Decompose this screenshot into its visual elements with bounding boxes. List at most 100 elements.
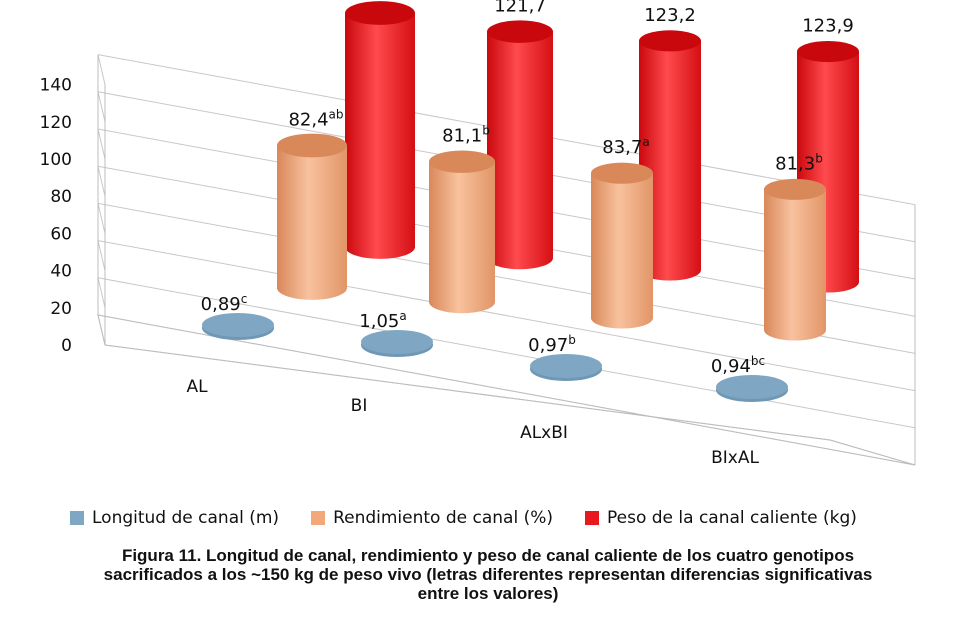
caption-line-3: entre los valores) [417, 584, 559, 603]
gridline-side-40 [97, 240, 106, 271]
data-label-longitud-0-sup: c [241, 292, 248, 306]
bar-rendimiento-1-body [429, 161, 495, 314]
caption-line-2: sacrificados a los ~150 kg de peso vivo … [103, 565, 873, 584]
bar-longitud-top-2 [530, 354, 602, 378]
bar-longitud-top-1 [361, 330, 433, 354]
bar-rendimiento-3-top [764, 178, 826, 200]
bar-peso-0 [345, 1, 415, 259]
data-label-longitud-3-sup: bc [751, 354, 765, 368]
gridline-back-40 [97, 240, 916, 392]
gridline-side-120 [97, 91, 106, 122]
data-label-longitud-2-value: 0,97 [528, 335, 568, 356]
bar-rendimiento-1-top [429, 150, 495, 173]
data-label-peso-3: 123,9 [802, 16, 854, 37]
bar-rendimiento-0-body [277, 145, 347, 300]
data-label-longitud-0: 0,89c [201, 292, 248, 315]
y-tick-label: 0 [61, 336, 72, 356]
bar-rendimiento-1 [429, 150, 495, 314]
gridline-side-60 [97, 203, 106, 234]
legend-label-rendimiento: Rendimiento de canal (%) [333, 508, 553, 528]
category-label-bi: BI [351, 396, 368, 416]
legend-swatch-rendimiento [311, 511, 326, 525]
bar-peso-1 [487, 20, 553, 270]
bar-rendimiento-2-body [591, 173, 653, 329]
data-label-longitud-3-value: 0,94 [711, 356, 751, 377]
legend-label-longitud: Longitud de canal (m) [92, 508, 280, 528]
legend-label-peso: Peso de la canal caliente (kg) [607, 508, 857, 528]
data-labels: 0,89c82,4ab125,81,05a81,1b121,70,97b83,7… [201, 0, 854, 377]
y-tick-label: 20 [50, 299, 72, 319]
data-label-rendimiento-2: 83,7a [602, 135, 649, 158]
front-floor-edge [104, 344, 831, 441]
bar-peso-2 [639, 30, 701, 281]
bar-rendimiento-2-top [591, 162, 653, 184]
bar-peso-0-top [345, 1, 415, 25]
bar-rendimiento-2 [591, 162, 653, 329]
category-label-al: AL [186, 377, 208, 397]
bar-peso-2-top [639, 30, 701, 52]
data-label-longitud-2: 0,97b [528, 333, 576, 356]
legend-item-peso: Peso de la canal caliente (kg) [585, 508, 857, 528]
bar-rendimiento-3-body [764, 189, 826, 341]
data-label-rendimiento-0-sup: ab [329, 107, 344, 121]
data-label-rendimiento-1-value: 81,1 [442, 126, 482, 147]
data-label-longitud-3: 0,94bc [711, 354, 765, 377]
data-label-peso-2-value: 123,2 [644, 5, 696, 26]
legend-swatch-longitud [70, 511, 84, 525]
bar-longitud-top-3 [716, 375, 788, 399]
y-tick-label: 140 [40, 76, 72, 96]
bar-peso-2-body [639, 40, 701, 281]
y-tick-label: 100 [40, 150, 72, 170]
data-label-rendimiento-2-value: 83,7 [602, 137, 642, 158]
bar-longitud-top-0 [202, 313, 274, 337]
legend-swatch-peso [585, 511, 599, 525]
gridline-back-20 [97, 277, 916, 429]
legend-item-longitud: Longitud de canal (m) [70, 508, 279, 528]
data-label-peso-1: 121,7 [494, 0, 546, 17]
legend-item-rendimiento: Rendimiento de canal (%) [311, 508, 553, 528]
y-tick-label: 60 [50, 224, 72, 244]
data-label-rendimiento-3-value: 81,3 [775, 153, 815, 174]
data-label-peso-3-value: 123,9 [802, 16, 854, 37]
data-label-longitud-0-value: 0,89 [201, 294, 241, 315]
data-label-rendimiento-1: 81,1b [442, 124, 490, 147]
gridline-side-100 [97, 128, 106, 160]
data-label-peso-1-value: 121,7 [494, 0, 546, 17]
data-label-rendimiento-0-value: 82,4 [288, 109, 328, 130]
caption-line-1: Figura 11. Longitud de canal, rendimient… [121, 546, 855, 565]
bar-rendimiento-0-top [277, 133, 347, 158]
bars [202, 1, 859, 402]
y-tick-label: 80 [50, 187, 72, 207]
bar-peso-1-top [487, 20, 553, 43]
bar-rendimiento-3 [764, 178, 826, 341]
data-label-rendimiento-2-sup: a [642, 135, 649, 149]
data-label-longitud-1-sup: a [399, 309, 406, 323]
gridline-side-20 [97, 277, 106, 308]
chart-3d-bar: 0204060801001201400,89c82,4ab125,81,05a8… [40, 0, 916, 468]
category-label-alxbi: ALxBI [520, 423, 568, 443]
bar-peso-0-body [345, 13, 415, 259]
data-label-longitud-1-value: 1,05 [359, 311, 399, 332]
data-label-rendimiento-0: 82,4ab [288, 107, 343, 130]
bar-longitud-2 [530, 354, 602, 381]
right-floor-edge [829, 439, 916, 466]
data-label-rendimiento-1-sup: b [482, 124, 490, 138]
bar-longitud-0 [202, 313, 274, 340]
data-label-longitud-1: 1,05a [359, 309, 406, 332]
y-tick-label: 120 [40, 113, 72, 133]
bar-peso-3-top [797, 41, 859, 63]
category-labels: AL BI ALxBI BIxAL [186, 377, 759, 468]
bar-peso-1-body [487, 31, 553, 270]
axes-frame [97, 54, 916, 466]
category-label-bixal: BIxAL [711, 448, 759, 468]
bar-rendimiento-0 [277, 133, 347, 300]
legend: Longitud de canal (m) Rendimiento de can… [70, 508, 950, 528]
y-tick-label: 40 [50, 262, 72, 282]
figure-caption: Figura 11. Longitud de canal, rendimient… [10, 546, 966, 603]
bar-longitud-3 [716, 375, 788, 402]
data-label-longitud-2-sup: b [568, 333, 576, 347]
data-label-rendimiento-3-sup: b [815, 151, 823, 165]
gridline-side-80 [97, 166, 106, 197]
bar-longitud-1 [361, 330, 433, 357]
data-label-rendimiento-3: 81,3b [775, 151, 823, 174]
